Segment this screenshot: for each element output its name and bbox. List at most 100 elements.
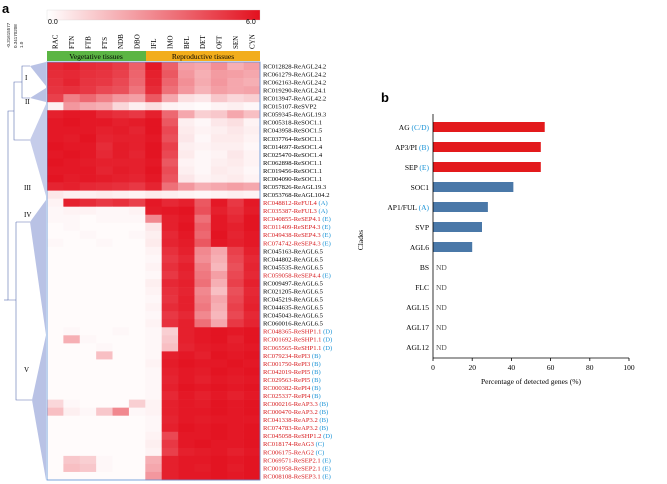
heatmap-cell (194, 359, 212, 368)
row-class-suffix: (E) (320, 224, 330, 231)
heatmap-cell (79, 439, 97, 449)
heatmap-cell (96, 214, 113, 224)
row-label: RC013947-ReAGL42.2 (263, 96, 326, 103)
bar (433, 122, 545, 132)
heatmap-cell (47, 359, 64, 368)
bar-category-label: BS (420, 263, 429, 272)
row-class-suffix: (D) (321, 433, 332, 440)
heatmap-cell (194, 158, 212, 167)
heatmap-cell (112, 198, 130, 207)
heatmap-cell (194, 295, 212, 304)
heatmap-cell (194, 287, 212, 296)
heatmap-cell (194, 351, 212, 360)
row-label: RC048365-ReSHP1.1 (D) (263, 329, 332, 336)
heatmap-cell (178, 142, 195, 151)
heatmap-cell (145, 455, 162, 465)
heatmap-cell (79, 287, 97, 296)
heatmap-cell (227, 86, 244, 95)
heatmap-cell (47, 262, 64, 272)
heatmap-cell (243, 415, 261, 425)
heatmap-cell (96, 311, 113, 320)
heatmap-cell (96, 327, 113, 336)
heatmap-cell (194, 134, 212, 143)
heatmap-cell (79, 238, 97, 248)
heatmap-cell (210, 359, 228, 368)
heatmap-cell (161, 439, 179, 449)
column-label: IFL (150, 39, 158, 50)
heatmap-cell (128, 126, 146, 135)
heatmap-cell (96, 230, 113, 240)
heatmap-cell (96, 118, 113, 127)
heatmap-cell (194, 431, 212, 441)
heatmap-cell (161, 279, 179, 288)
heatmap-cell (145, 407, 162, 416)
row-class-suffix: (B) (310, 361, 320, 368)
heatmap-cell (63, 359, 81, 368)
heatmap-cell (178, 335, 195, 344)
row-class-suffix: (B) (318, 409, 328, 416)
row-class-suffix: (B) (318, 401, 328, 408)
heatmap-cell (47, 303, 64, 312)
heatmap-cell (178, 126, 195, 135)
heatmap-cell (227, 238, 244, 248)
heatmap-cell (178, 62, 195, 71)
heatmap-cell (194, 198, 212, 207)
heatmap-cell (63, 118, 81, 127)
heatmap-cell (145, 343, 162, 352)
x-tick-label: 60 (547, 363, 555, 372)
heatmap-cell (243, 463, 261, 473)
row-label: RC001958-ReSEP2.1 (E) (263, 465, 331, 472)
heatmap-cell (112, 431, 130, 441)
heatmap-cell (128, 254, 146, 264)
heatmap-cell (161, 142, 179, 151)
heatmap-cell (161, 471, 179, 481)
row-label: RC042019-RePI5 (B) (263, 369, 321, 376)
row-class-suffix: (C) (314, 449, 324, 456)
row-class-suffix: (E) (321, 232, 331, 239)
heatmap-cell (47, 190, 64, 199)
heatmap-cell (227, 182, 244, 191)
heatmap-cell (96, 415, 113, 425)
heatmap-cell (128, 455, 146, 465)
heatmap-cell (128, 271, 146, 280)
row-label: RC045219-ReAGL6.5 (263, 297, 324, 304)
heatmap-cell (227, 62, 244, 71)
row-label: RC008108-ReSEP3.1 (E) (263, 473, 331, 480)
heatmap-cell (47, 439, 64, 449)
heatmap-cell (96, 150, 113, 159)
colorbar-max-label: 6.0 (246, 19, 256, 26)
heatmap-cell (47, 142, 64, 151)
heatmap-cell (96, 174, 113, 183)
heatmap-cell (161, 351, 179, 360)
bar-category-label: AGL6 (410, 243, 429, 252)
heatmap-cell (79, 463, 97, 473)
heatmap-cell (79, 431, 97, 441)
heatmap-cell (145, 311, 162, 320)
heatmap-cell (145, 327, 162, 336)
clade-numeral-i: I (25, 74, 28, 82)
heatmap-cell (128, 463, 146, 473)
heatmap-cell (47, 287, 64, 296)
row-label: RC018174-ReAG3 (C) (263, 441, 324, 448)
heatmap-cell (96, 343, 113, 352)
heatmap-cell (96, 110, 113, 119)
row-label: RC053768-ReAGL104.2 (263, 192, 330, 199)
heatmap-cell (178, 455, 195, 465)
heatmap-cell (161, 399, 179, 408)
bar (433, 162, 541, 172)
panel-a-label: a (2, 1, 10, 16)
heatmap-cell (227, 399, 244, 408)
heatmap-cell (63, 287, 81, 296)
heatmap-cell (47, 423, 64, 433)
row-gene-name: RC000382-RePI4 (263, 385, 311, 392)
row-label: RC005318-ReSOC1.1 (263, 120, 322, 127)
heatmap-cell (112, 375, 130, 384)
heatmap-cell (63, 311, 81, 320)
heatmap-cell (47, 102, 64, 111)
heatmap-cell (47, 78, 64, 87)
heatmap-cell (243, 359, 261, 368)
heatmap-cell (178, 383, 195, 392)
heatmap-cell (128, 407, 146, 416)
heatmap-cell (128, 222, 146, 232)
